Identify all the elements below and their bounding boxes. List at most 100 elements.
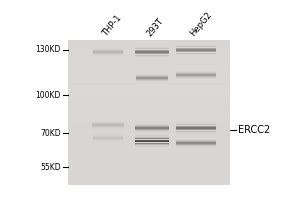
Bar — [68, 151, 230, 156]
Bar — [136, 76, 168, 77]
Text: THP-1: THP-1 — [101, 13, 124, 38]
Bar — [68, 84, 230, 88]
Bar — [93, 138, 123, 139]
Bar — [136, 74, 168, 75]
Bar — [176, 54, 216, 55]
Bar — [68, 142, 230, 146]
Bar — [68, 59, 230, 64]
Bar — [135, 47, 169, 48]
Bar — [135, 52, 169, 53]
Bar — [176, 145, 216, 146]
Bar — [176, 123, 216, 124]
Bar — [93, 51, 123, 52]
Bar — [176, 146, 216, 148]
Bar — [92, 123, 124, 124]
Bar — [135, 56, 169, 57]
Bar — [176, 51, 216, 52]
Bar — [135, 143, 169, 144]
Bar — [135, 140, 169, 141]
Bar — [68, 40, 230, 185]
Bar — [68, 93, 230, 98]
Bar — [176, 48, 216, 49]
Bar — [176, 78, 216, 79]
Bar — [68, 117, 230, 122]
Bar — [93, 52, 123, 53]
Bar — [176, 76, 216, 77]
Bar — [135, 124, 169, 125]
Bar — [135, 130, 169, 131]
Bar — [92, 128, 124, 129]
Bar — [93, 135, 123, 136]
Bar — [68, 132, 230, 137]
Bar — [176, 49, 216, 50]
Bar — [68, 45, 230, 50]
Text: 130KD: 130KD — [36, 46, 61, 54]
Bar — [176, 126, 216, 127]
Bar — [176, 132, 216, 133]
Bar — [135, 126, 169, 127]
Bar — [135, 145, 169, 147]
Bar — [135, 141, 169, 142]
Bar — [93, 55, 123, 56]
Bar — [135, 127, 169, 128]
Bar — [68, 50, 230, 54]
Bar — [68, 175, 230, 180]
Bar — [176, 75, 216, 76]
Bar — [68, 54, 230, 59]
Bar — [68, 180, 230, 185]
Bar — [93, 140, 123, 141]
Bar — [68, 170, 230, 175]
Bar — [68, 161, 230, 166]
Bar — [68, 137, 230, 142]
Bar — [68, 112, 230, 117]
Bar — [135, 144, 169, 145]
Bar — [176, 46, 216, 47]
Bar — [176, 131, 216, 132]
Bar — [136, 79, 168, 80]
Bar — [93, 48, 123, 49]
Bar — [176, 50, 216, 51]
Bar — [68, 108, 230, 112]
Bar — [176, 142, 216, 143]
Bar — [176, 71, 216, 72]
Bar — [135, 55, 169, 56]
Bar — [135, 51, 169, 52]
Bar — [176, 53, 216, 54]
Bar — [135, 138, 169, 139]
Bar — [135, 128, 169, 129]
Bar — [176, 72, 216, 73]
Bar — [68, 166, 230, 171]
Bar — [176, 140, 216, 141]
Bar — [93, 49, 123, 50]
Bar — [93, 139, 123, 140]
Bar — [136, 77, 168, 78]
Bar — [93, 53, 123, 54]
Bar — [135, 129, 169, 130]
Bar — [68, 64, 230, 69]
Bar — [68, 69, 230, 74]
Bar — [176, 144, 216, 145]
Bar — [68, 122, 230, 127]
Bar — [176, 124, 216, 125]
Bar — [176, 138, 216, 140]
Bar — [68, 127, 230, 132]
Bar — [93, 137, 123, 138]
Bar — [136, 75, 168, 76]
Bar — [135, 125, 169, 126]
Bar — [92, 124, 124, 125]
Bar — [68, 156, 230, 161]
Text: 55KD: 55KD — [40, 162, 61, 171]
Bar — [68, 98, 230, 103]
Bar — [135, 137, 169, 138]
Bar — [176, 77, 216, 78]
Bar — [92, 126, 124, 127]
Bar — [93, 54, 123, 55]
Bar — [176, 141, 216, 142]
Bar — [92, 121, 124, 122]
Bar — [176, 45, 216, 46]
Bar — [176, 73, 216, 74]
Bar — [68, 40, 230, 45]
Bar — [135, 53, 169, 54]
Bar — [135, 131, 169, 132]
Bar — [92, 122, 124, 123]
